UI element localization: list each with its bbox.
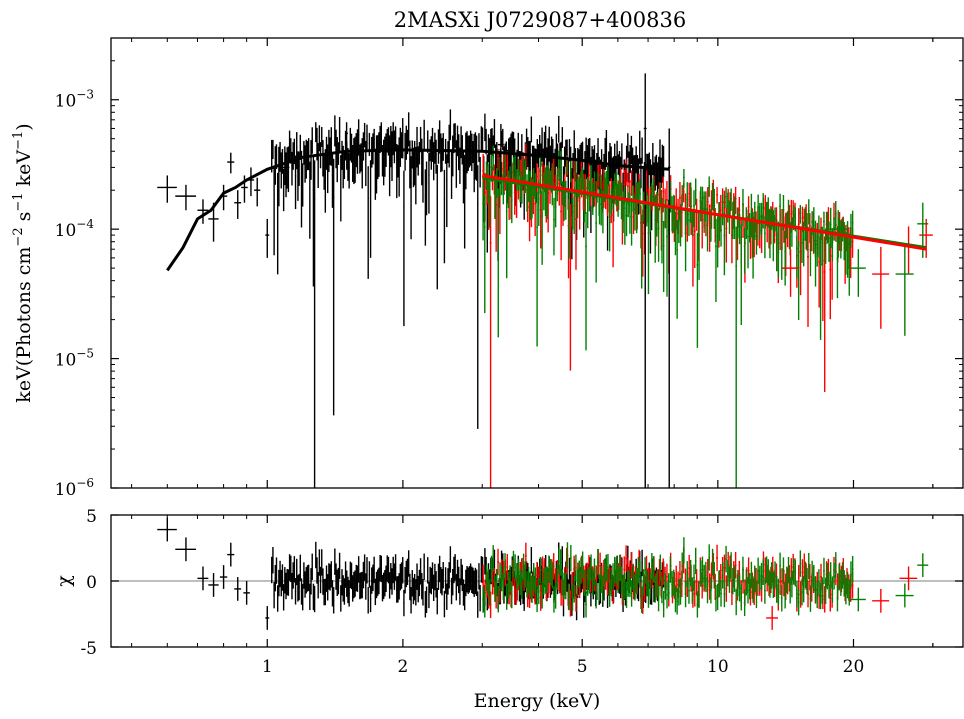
residual-y-tick-label: -5: [80, 639, 97, 659]
spectrum-y-ticks: 10−3 10−4 10−5 10−6: [55, 60, 963, 500]
residual-y-tick-label: 5: [86, 507, 97, 527]
spectrum-panel: 10−3 10−4 10−5 10−6 keV(Photons cm−2 s−1 ke…: [11, 37, 964, 500]
residual-data-marks: [157, 517, 929, 630]
residual-x-ticks: 1 2 5 10 20: [131, 515, 934, 677]
residual-y-ticks: 5 0 -5: [80, 507, 963, 659]
y-tick-label: 10−3: [55, 88, 94, 112]
chart-title: 2MASXi J0729087+400836: [394, 8, 686, 32]
x-tick-label: 1: [262, 657, 273, 677]
spectrum-plot-frame: [110, 37, 964, 489]
spectrum-y-axis-label: keV(Photons cm−2 s−1 keV−1): [11, 123, 35, 402]
x-tick-label: 2: [397, 657, 408, 677]
spectrum-data-marks: [157, 73, 933, 488]
spectrum-x-ticks: [131, 38, 934, 488]
y-tick-label: 10−5: [55, 347, 94, 371]
x-axis-label: Energy (keV): [474, 690, 601, 712]
x-tick-label: 20: [843, 657, 865, 677]
x-tick-label: 10: [707, 657, 729, 677]
model-line-2: [481, 174, 927, 251]
y-tick-label: 10−4: [55, 217, 95, 241]
model-line-0: [166, 148, 670, 272]
residual-panel: 1 2 5 10 20 5 0 -5 χ: [53, 507, 964, 677]
residual-y-tick-label: 0: [86, 573, 97, 593]
x-tick-label: 5: [577, 657, 588, 677]
residual-y-axis-label: χ: [53, 575, 75, 587]
y-tick-label: 10−6: [55, 476, 94, 500]
